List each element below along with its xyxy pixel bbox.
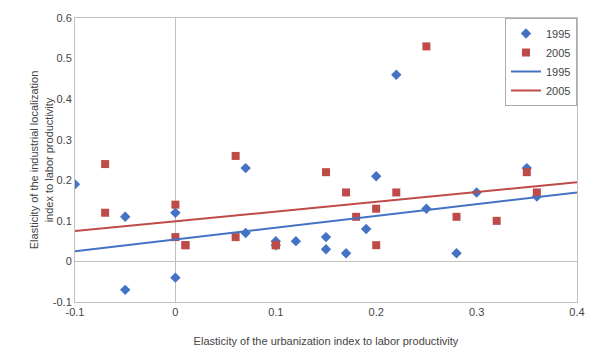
svg-text:0: 0 xyxy=(66,255,72,267)
svg-text:0.4: 0.4 xyxy=(57,93,72,105)
svg-text:0.4: 0.4 xyxy=(569,306,584,318)
svg-text:0.1: 0.1 xyxy=(268,306,283,318)
svg-text:0.1: 0.1 xyxy=(57,215,72,227)
svg-text:0.2: 0.2 xyxy=(57,174,72,186)
svg-text:Elasticity of the urbanization: Elasticity of the urbanization index to … xyxy=(194,335,459,347)
svg-text:-0.1: -0.1 xyxy=(53,296,72,308)
svg-text:-0.1: -0.1 xyxy=(66,306,85,318)
svg-text:Elasticity of the industrial l: Elasticity of the industrial localizatio… xyxy=(28,71,54,250)
svg-text:0.3: 0.3 xyxy=(469,306,484,318)
svg-text:0: 0 xyxy=(172,306,178,318)
svg-text:0.6: 0.6 xyxy=(57,12,72,24)
svg-text:2005: 2005 xyxy=(546,85,570,97)
svg-text:1995: 1995 xyxy=(546,28,570,40)
svg-text:0.2: 0.2 xyxy=(369,306,384,318)
svg-text:0.3: 0.3 xyxy=(57,134,72,146)
svg-text:1995: 1995 xyxy=(546,66,570,78)
svg-text:0.5: 0.5 xyxy=(57,52,72,64)
svg-text:2005: 2005 xyxy=(546,47,570,59)
